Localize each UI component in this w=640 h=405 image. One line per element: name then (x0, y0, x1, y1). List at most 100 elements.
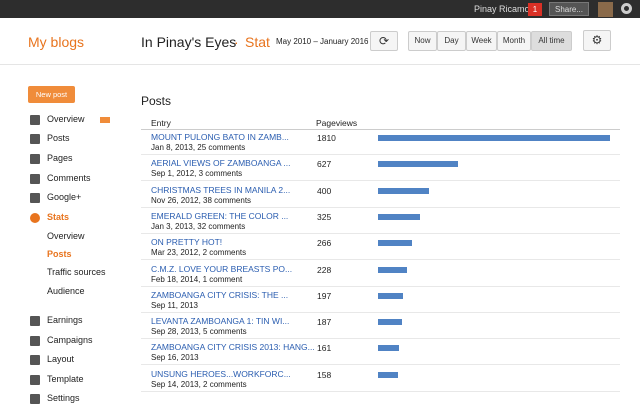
range-button[interactable]: Day (437, 31, 466, 51)
date-range: May 2010 – January 2016 (276, 37, 369, 46)
nav-item[interactable]: Overview (47, 114, 85, 124)
post-meta: Sep 1, 2012, 3 comments (151, 169, 243, 179)
row-rule (141, 285, 620, 287)
post-meta: Jan 8, 2013, 25 comments (151, 143, 246, 152)
pageviews: 1810 (317, 133, 336, 143)
post-meta: Sep 16, 2013 (151, 353, 199, 363)
nav-icon (30, 154, 40, 164)
range-button[interactable]: Month (497, 31, 531, 51)
post-title[interactable]: AERIAL VIEWS OF ZAMBOANGA ... (151, 158, 291, 169)
row-rule (141, 180, 620, 182)
notification-badge[interactable]: 1 (528, 3, 542, 16)
nav-icon (30, 115, 40, 125)
blog-title: In Pinay's Eyes (141, 34, 237, 50)
column-header: Pageviews (316, 118, 358, 128)
row-rule (141, 364, 620, 366)
nav-item[interactable]: Overview (47, 231, 85, 241)
post-meta: Nov 26, 2012, 38 comments (151, 195, 252, 205)
separator: · (234, 34, 239, 50)
pageviews: 266 (317, 238, 332, 249)
pageview-bar (378, 240, 413, 247)
post-title[interactable]: UNSUNG HEROES...WORKFORC... (151, 368, 291, 379)
nav-item[interactable]: Settings (47, 393, 80, 403)
row-rule (141, 232, 620, 234)
post-meta: Sep 11, 2013 (151, 300, 199, 310)
nav-icon (30, 134, 40, 144)
nav-icon (30, 394, 40, 404)
post-title[interactable]: CHRISTMAS TREES IN MANILA 2... (151, 184, 291, 195)
settings-button[interactable]: ⚙ (583, 30, 611, 51)
row-rule (141, 259, 620, 261)
nav-item[interactable]: Google+ (47, 192, 82, 202)
nav-item[interactable]: Campaigns (47, 335, 93, 345)
pageview-bar (378, 187, 430, 194)
pageviews: 161 (317, 343, 332, 354)
post-meta: Sep 28, 2013, 5 comments (151, 327, 247, 337)
my-blogs[interactable]: My blogs (28, 34, 85, 50)
post-title[interactable]: C.M.Z. LOVE YOUR BREASTS PO... (151, 263, 293, 274)
nav-item[interactable]: Posts (47, 249, 72, 259)
nav-item[interactable]: Template (47, 374, 84, 384)
pageview-bar (378, 266, 408, 273)
top-bar (0, 0, 640, 18)
nav-item[interactable]: Earnings (47, 315, 83, 325)
nav-item[interactable]: Traffic sources (47, 267, 106, 277)
range-button[interactable]: All time (531, 31, 572, 51)
row-rule (141, 311, 620, 313)
pageviews: 325 (317, 211, 332, 222)
range-button[interactable]: Now (408, 31, 437, 51)
post-title[interactable]: LEVANTA ZAMBOANGA 1: TIN WI... (151, 316, 290, 327)
nav-item[interactable]: Stats (47, 212, 70, 222)
nav-icon (30, 316, 40, 326)
user-name[interactable]: Pinay Ricamora (474, 4, 538, 14)
nav-icon (30, 174, 40, 184)
range-button[interactable]: Week (466, 31, 497, 51)
row-rule (141, 338, 620, 340)
row-rule (141, 390, 620, 392)
pageviews: 228 (317, 264, 332, 275)
post-title[interactable]: ZAMBOANGA CITY CRISIS: THE ... (151, 289, 289, 300)
share-button[interactable]: Share... (549, 2, 589, 16)
post-title[interactable]: EMERALD GREEN: THE COLOR ... (151, 210, 289, 221)
pageviews: 400 (317, 185, 332, 196)
header-rule (141, 129, 620, 130)
post-meta: Jan 3, 2013, 32 comments (151, 221, 246, 231)
column-header: Entry (151, 118, 171, 128)
nav-item[interactable]: Pages (47, 153, 73, 163)
pageview-bar (378, 371, 399, 378)
post-title[interactable]: ZAMBOANGA CITY CRISIS 2013: HANG... (151, 342, 315, 353)
pageview-bar (378, 292, 404, 299)
nav-icon (30, 336, 40, 346)
nav-item[interactable]: Comments (47, 173, 91, 183)
nav-icon (30, 193, 40, 203)
post-meta: Mar 23, 2012, 2 comments (151, 248, 247, 258)
row-rule (141, 154, 620, 155)
avatar[interactable] (598, 2, 613, 17)
pageview-bar (378, 213, 420, 220)
divider (0, 64, 640, 65)
pageviews: 158 (317, 369, 332, 380)
row-rule (141, 206, 620, 208)
nav-item[interactable]: Audience (47, 286, 85, 296)
pageview-bar (378, 161, 459, 168)
nav-flag (100, 117, 110, 123)
pageviews: 627 (317, 159, 332, 170)
pageview-bar (378, 319, 402, 326)
posts-title: Posts (141, 94, 172, 108)
post-title[interactable]: ON PRETTY HOT! (151, 237, 223, 248)
nav-icon (30, 355, 40, 365)
new-post-button[interactable]: New post (28, 86, 75, 103)
pageviews: 187 (317, 317, 332, 328)
nav-item[interactable]: Posts (47, 133, 70, 143)
post-meta: Feb 18, 2014, 1 comment (151, 274, 243, 284)
section-title: Stat (245, 34, 270, 50)
nav-icon (30, 375, 40, 385)
nav-item[interactable]: Layout (47, 354, 75, 364)
post-title[interactable]: MOUNT PULONG BATO IN ZAMB... (151, 132, 289, 142)
pageview-bar (378, 345, 399, 352)
refresh-button[interactable]: ⟳ (370, 31, 398, 51)
settings-gear[interactable] (621, 3, 632, 14)
post-meta: Sep 14, 2013, 2 comments (151, 379, 247, 389)
pageview-bar (378, 135, 610, 141)
